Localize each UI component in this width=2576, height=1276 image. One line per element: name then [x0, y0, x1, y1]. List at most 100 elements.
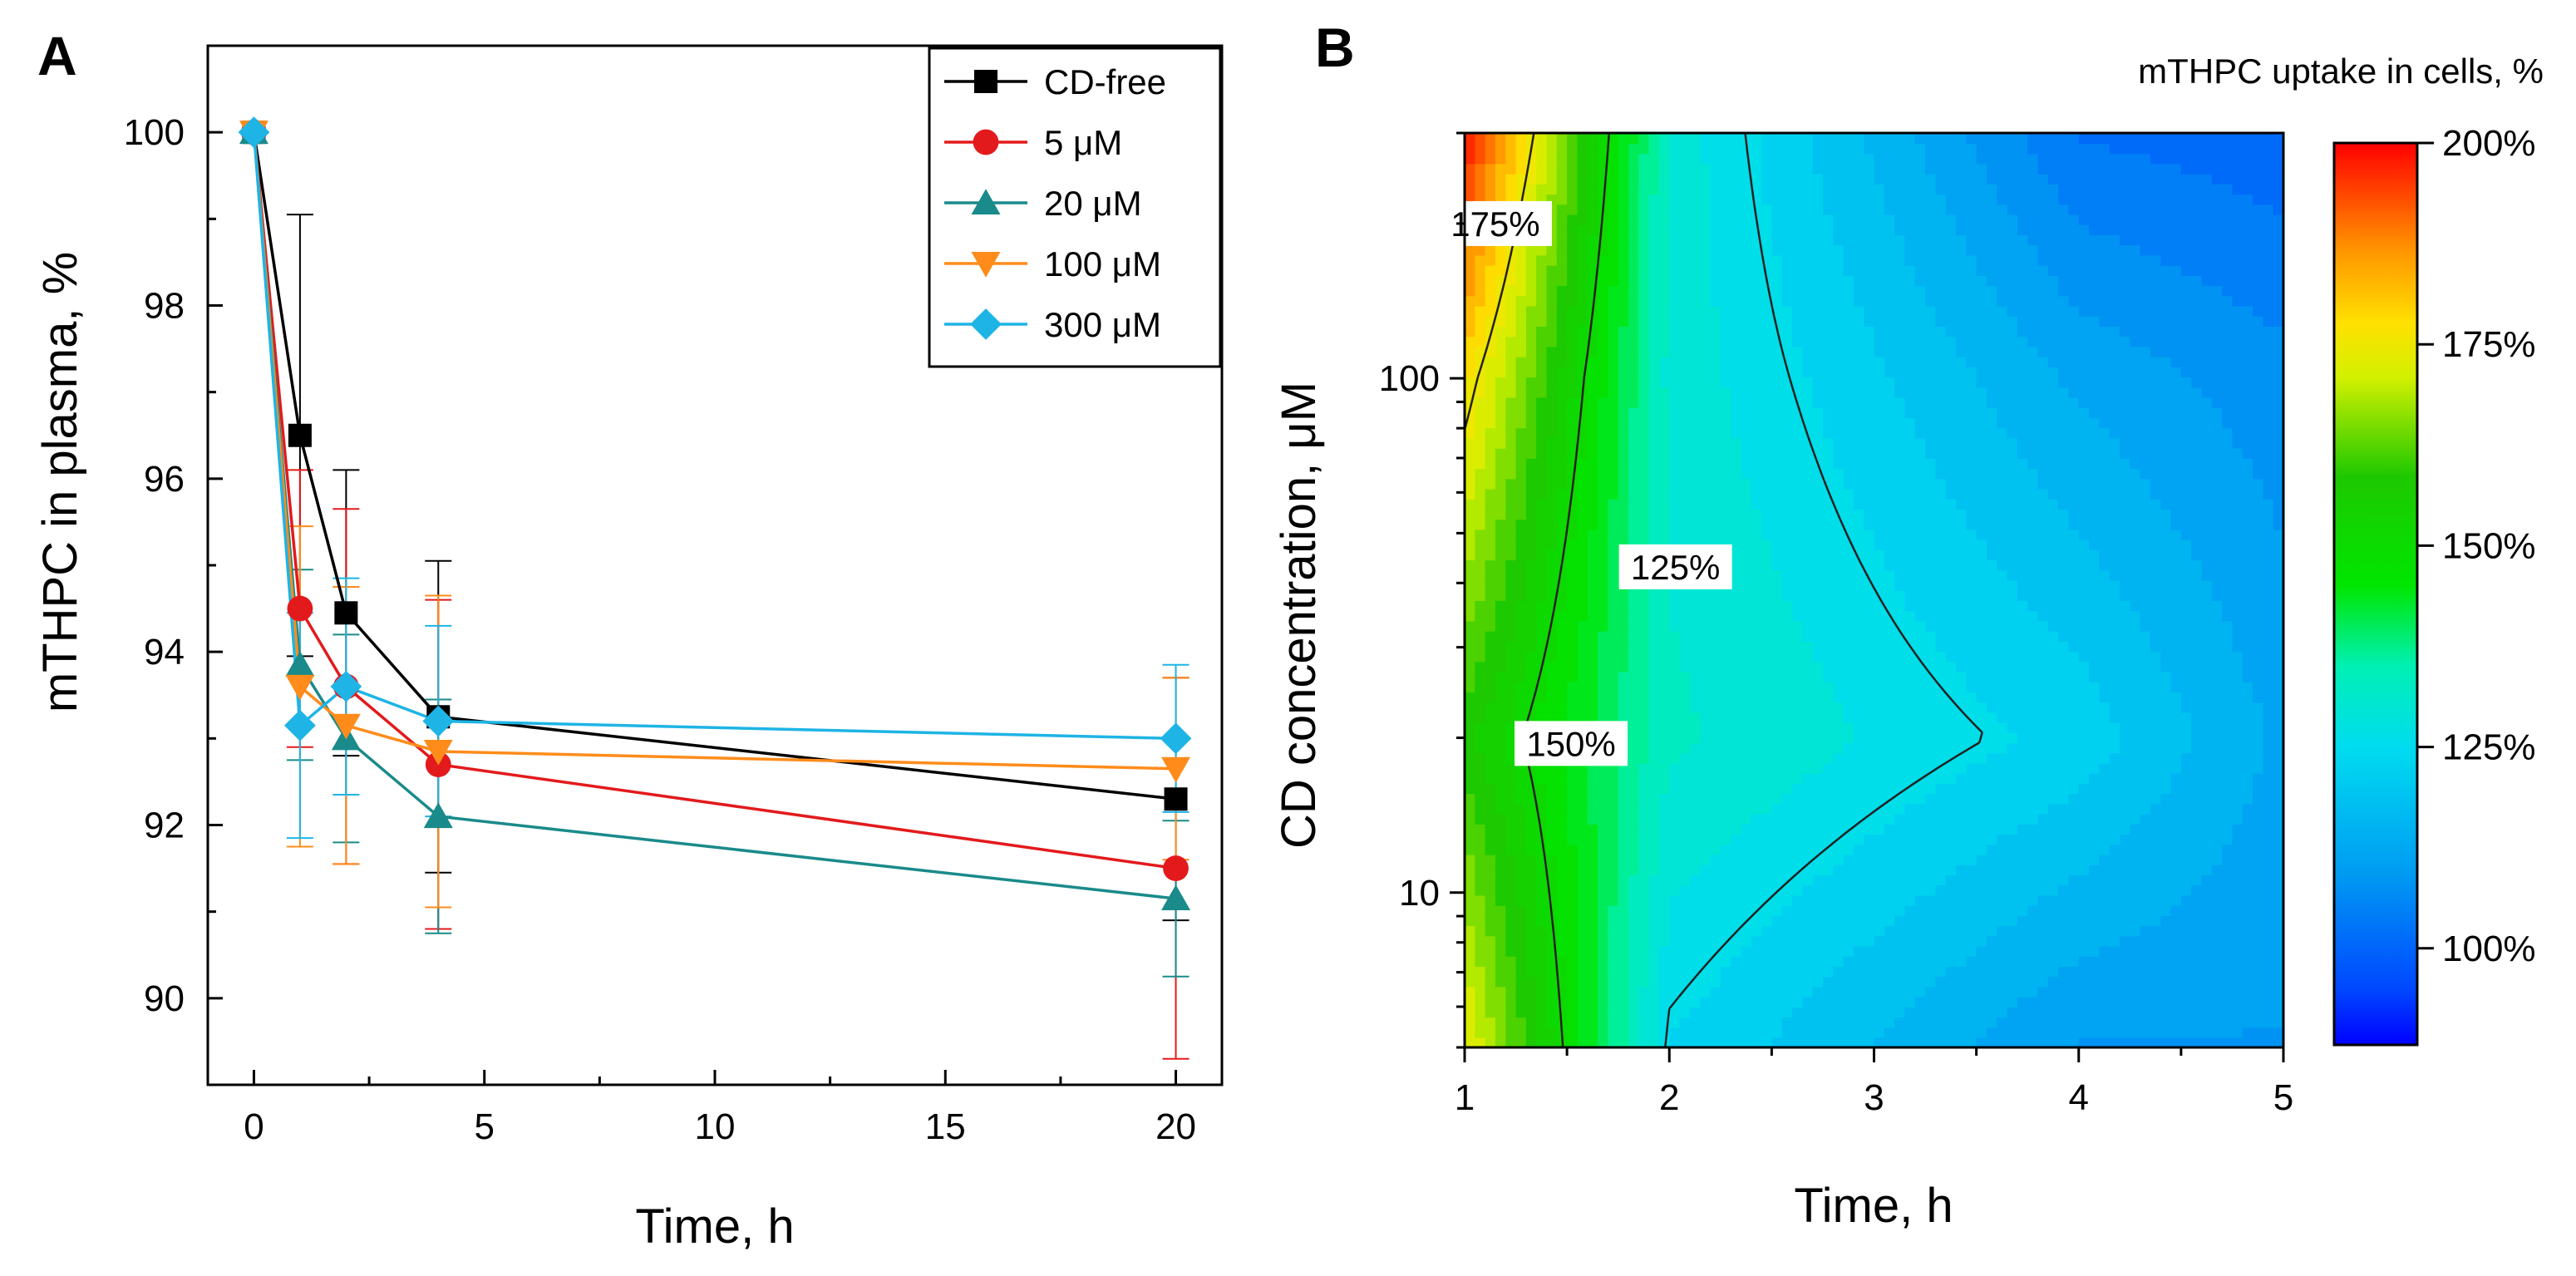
heat-cell — [2078, 783, 2090, 795]
heat-cell — [1587, 682, 1598, 693]
heat-cell — [1689, 904, 1701, 916]
heat-cell — [2120, 773, 2131, 785]
heat-cell — [1525, 884, 1537, 896]
heat-cell — [2078, 732, 2090, 744]
heat-cell — [2160, 813, 2172, 825]
heat-cell — [2058, 865, 2070, 876]
heat-cell — [1689, 641, 1701, 653]
heat-cell — [2211, 834, 2223, 845]
heat-cell — [1997, 559, 2008, 571]
heat-cell — [1465, 559, 1476, 571]
heat-cell — [1935, 610, 1947, 622]
heat-cell — [2027, 600, 2039, 612]
heat-cell — [1843, 834, 1854, 845]
heat-cell — [1638, 874, 1650, 886]
heat-cell — [1976, 874, 1987, 886]
heat-cell — [1914, 682, 1926, 693]
heat-cell — [1802, 529, 1814, 540]
heat-cell — [2130, 630, 2141, 642]
heat-cell — [2037, 488, 2049, 500]
heat-cell — [1976, 986, 1987, 998]
heat-cell — [1751, 499, 1762, 510]
heat-cell — [1485, 904, 1496, 916]
heat-cell — [2170, 610, 2182, 622]
heat-cell — [2232, 762, 2244, 774]
heat-cell — [1986, 478, 1998, 490]
heat-cell — [1864, 692, 1875, 703]
heat-cell — [1710, 519, 1721, 530]
heat-cell — [1710, 996, 1721, 1007]
heat-cell — [1925, 447, 1937, 459]
heat-cell — [2089, 579, 2101, 591]
heat-cell — [1525, 925, 1537, 937]
heat-cell — [2007, 803, 2018, 815]
heat-cell — [1536, 499, 1548, 510]
heat-cell — [1465, 865, 1476, 876]
heat-cell — [1945, 651, 1957, 663]
heat-cell — [1628, 458, 1640, 470]
heat-cell — [1884, 620, 1895, 632]
heat-cell — [2140, 1037, 2151, 1047]
heat-cell — [2027, 468, 2039, 480]
heat-cell — [2007, 976, 2018, 988]
heat-cell — [2263, 865, 2274, 876]
heat-cell — [1577, 834, 1588, 845]
heat-cell — [1884, 824, 1895, 835]
heat-cell — [1648, 671, 1660, 682]
heat-cell — [1515, 427, 1527, 439]
heat-cell — [1792, 874, 1804, 886]
heat-cell — [1485, 742, 1496, 754]
heat-cell — [1812, 569, 1824, 581]
heat-cell — [2120, 1007, 2131, 1018]
heat-cell — [1700, 478, 1712, 490]
heat-cell — [1945, 499, 1957, 510]
heat-cell — [2242, 478, 2253, 490]
heat-cell — [1771, 427, 1783, 439]
heat-cell — [1638, 813, 1650, 825]
heat-cell — [2201, 935, 2213, 947]
heat-cell — [2109, 742, 2120, 754]
heat-cell — [2078, 519, 2090, 530]
heat-cell — [1525, 437, 1537, 449]
heat-cell — [2273, 499, 2283, 510]
heat-cell — [2170, 651, 2182, 663]
heat-cell — [1945, 1027, 1957, 1038]
data-point-100-um — [423, 739, 453, 766]
heat-cell — [1515, 865, 1527, 876]
heat-cell — [1465, 427, 1476, 439]
heat-cell — [1567, 549, 1579, 561]
heat-cell — [1976, 1037, 1987, 1047]
heat-cell — [1761, 732, 1773, 744]
heat-cell — [1475, 692, 1486, 703]
heat-cell — [2089, 722, 2101, 733]
heat-cell — [1720, 692, 1731, 703]
heat-cell — [2273, 1007, 2283, 1018]
heat-cell — [1731, 651, 1742, 663]
heat-cell — [1608, 834, 1619, 845]
heat-cell — [2027, 894, 2039, 906]
heat-cell — [1833, 447, 1845, 459]
heat-cell — [1864, 509, 1875, 520]
heat-cell — [2047, 519, 2059, 530]
heat-cell — [1976, 742, 1987, 754]
heat-cell — [1505, 874, 1517, 886]
heat-cell — [2120, 712, 2131, 723]
heat-cell — [2140, 1007, 2151, 1018]
heat-cell — [1731, 844, 1742, 855]
heat-cell — [1853, 976, 1864, 988]
heat-cell — [1914, 956, 1926, 968]
heat-cell — [1638, 752, 1650, 764]
heat-cell — [1822, 824, 1835, 835]
heat-cell — [1515, 894, 1527, 906]
heat-cell — [2017, 874, 2028, 886]
heat-cell — [2253, 732, 2264, 744]
heat-cell — [2078, 499, 2090, 510]
heat-cell — [1710, 458, 1721, 470]
heat-cell — [2089, 752, 2101, 764]
heat-cell — [1884, 834, 1895, 845]
heat-cell — [1966, 865, 1978, 876]
heat-cell — [2273, 956, 2283, 968]
heat-cell — [1710, 762, 1721, 774]
heat-cell — [1771, 732, 1783, 744]
heat-cell — [2150, 752, 2162, 764]
